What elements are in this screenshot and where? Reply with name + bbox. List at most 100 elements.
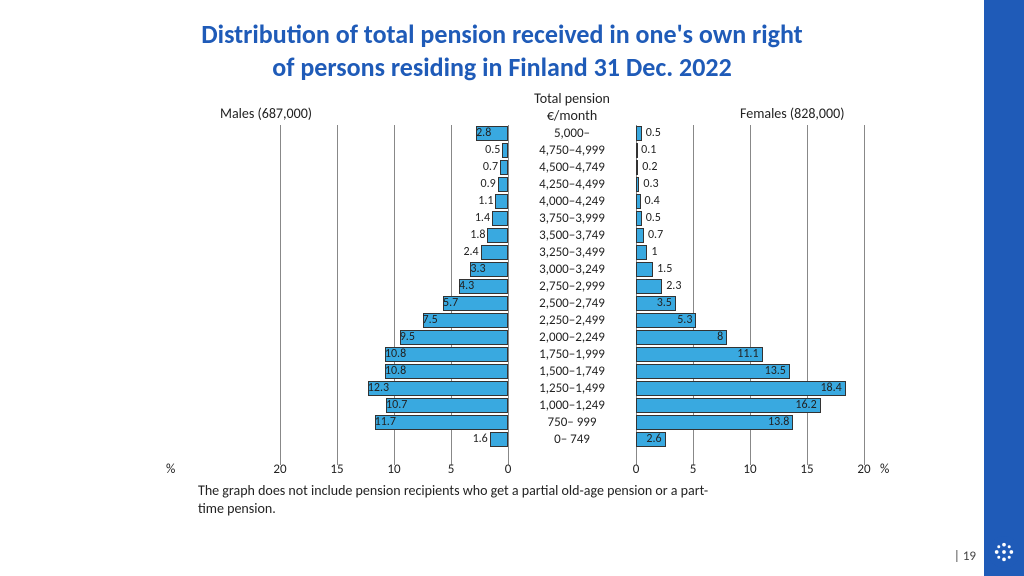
x-tick: 10 — [743, 462, 756, 477]
male-bar — [481, 245, 508, 260]
chart-row: 4,000–4,2491.10.4 — [180, 193, 980, 210]
center-header-1: Total pension — [534, 90, 610, 107]
chart-row: 4,500–4,7490.70.2 — [180, 159, 980, 176]
female-value: 2.3 — [666, 278, 681, 295]
male-value: 10.7 — [386, 397, 508, 414]
x-tick: 5 — [690, 462, 697, 477]
category-label: 3,000–3,249 — [512, 261, 632, 278]
x-tick: 5 — [448, 462, 455, 477]
chart-row: 2,500–2,7495.7 3.5 — [180, 295, 980, 312]
center-header: Total pension €/month — [512, 91, 632, 125]
male-value: 7.5 — [423, 312, 509, 329]
logo-icon — [988, 536, 1020, 568]
category-label: 3,750–3,999 — [512, 210, 632, 227]
chart-row: 0– 749 1.6 2.6 — [180, 431, 980, 448]
male-value: 4.3 — [459, 278, 508, 295]
female-bar — [636, 126, 642, 141]
x-tick: 20 — [857, 462, 870, 477]
male-value: 5.7 — [443, 295, 508, 312]
x-tick: 0 — [633, 462, 640, 477]
page-title: Distribution of total pension received i… — [0, 0, 1024, 87]
female-value: 16.2 — [636, 397, 821, 414]
female-bar — [636, 177, 639, 192]
title-line-1: Distribution of total pension received i… — [201, 18, 802, 50]
title-line-2: of persons residing in Finland 31 Dec. 2… — [272, 51, 732, 83]
female-value: 13.5 — [636, 363, 790, 380]
female-bar — [636, 228, 644, 243]
female-bar — [636, 262, 653, 277]
category-label: 1,750–1,999 — [512, 346, 632, 363]
male-bar — [495, 194, 508, 209]
male-value: 1.8 — [470, 227, 485, 244]
x-tick: 15 — [800, 462, 813, 477]
category-label: 4,750–4,999 — [512, 142, 632, 159]
chart-row: 3,000–3,2493.31.5 — [180, 261, 980, 278]
category-label: 3,250–3,499 — [512, 244, 632, 261]
chart-row: 1,000–1,24910.7 16.2 — [180, 397, 980, 414]
pyramid-chart: Males (687,000) Total pension €/month Fe… — [180, 91, 980, 521]
male-bar — [502, 143, 508, 158]
male-value: 12.3 — [368, 380, 508, 397]
female-value: 2.6 — [636, 431, 666, 448]
male-value: 0.9 — [481, 176, 496, 193]
female-value: 0.4 — [645, 193, 660, 210]
x-tick: 20 — [273, 462, 286, 477]
female-value: 8 — [636, 329, 727, 346]
female-bar — [636, 279, 662, 294]
female-value: 0.5 — [646, 125, 661, 142]
chart-row: 1,750–1,99910.811.1 — [180, 346, 980, 363]
male-value: 1.4 — [475, 210, 490, 227]
female-value: 18.4 — [636, 380, 846, 397]
pct-right: % — [880, 462, 889, 477]
female-value: 5.3 — [636, 312, 696, 329]
category-label: 750– 999 — [512, 414, 632, 431]
male-bar — [500, 160, 508, 175]
chart-row: 3,250–3,4992.41 — [180, 244, 980, 261]
male-value: 0.7 — [483, 159, 498, 176]
male-value: 2.4 — [463, 244, 478, 261]
female-value: 0.7 — [648, 227, 663, 244]
chart-row: 4,750–4,999 0.5 0.1 — [180, 142, 980, 159]
female-value: 13.8 — [636, 414, 793, 431]
category-label: 2,000–2,249 — [512, 329, 632, 346]
male-bar — [492, 211, 508, 226]
footnote: The graph does not include pension recip… — [198, 482, 718, 517]
female-bar — [636, 211, 642, 226]
chart-row: 750– 99911.713.8 — [180, 414, 980, 431]
chart-row: 5,000–2.8 0.5 — [180, 125, 980, 142]
male-value: 3.3 — [470, 261, 508, 278]
category-label: 1,000–1,249 — [512, 397, 632, 414]
category-label: 2,500–2,749 — [512, 295, 632, 312]
male-value: 2.8 — [476, 125, 508, 142]
female-value: 0.1 — [641, 142, 656, 159]
category-label: 4,500–4,749 — [512, 159, 632, 176]
category-label: 1,250–1,499 — [512, 380, 632, 397]
male-value: 10.8 — [385, 363, 508, 380]
category-label: 0– 749 — [512, 431, 632, 448]
female-bar — [636, 194, 641, 209]
chart-row: 2,000–2,2499.5 8 — [180, 329, 980, 346]
male-bar — [490, 432, 508, 447]
chart-rows: 5,000–2.80.54,750–4,9990.50.14,500–4,749… — [180, 125, 980, 448]
female-bar — [636, 160, 638, 175]
males-header: Males (687,000) — [220, 105, 312, 122]
male-value: 1.6 — [473, 431, 488, 448]
female-bar — [636, 245, 647, 260]
chart-row: 3,500–3,7491.80.7 — [180, 227, 980, 244]
females-header: Females (828,000) — [740, 105, 844, 122]
male-bar — [487, 228, 508, 243]
center-header-2: €/month — [547, 107, 597, 124]
x-tick: 10 — [387, 462, 400, 477]
male-value: 0.5 — [485, 142, 500, 159]
male-value: 9.5 — [400, 329, 508, 346]
brand-stripe — [984, 0, 1024, 576]
female-value: 3.5 — [636, 295, 676, 312]
female-bar — [636, 143, 638, 158]
page-number: | 19 — [954, 549, 976, 564]
female-value: 0.3 — [643, 176, 658, 193]
category-label: 5,000– — [512, 125, 632, 142]
chart-row: 2,250–2,4997.55.3 — [180, 312, 980, 329]
chart-row: 3,750–3,9991.40.5 — [180, 210, 980, 227]
pct-left: % — [166, 462, 175, 477]
x-tick: 15 — [330, 462, 343, 477]
